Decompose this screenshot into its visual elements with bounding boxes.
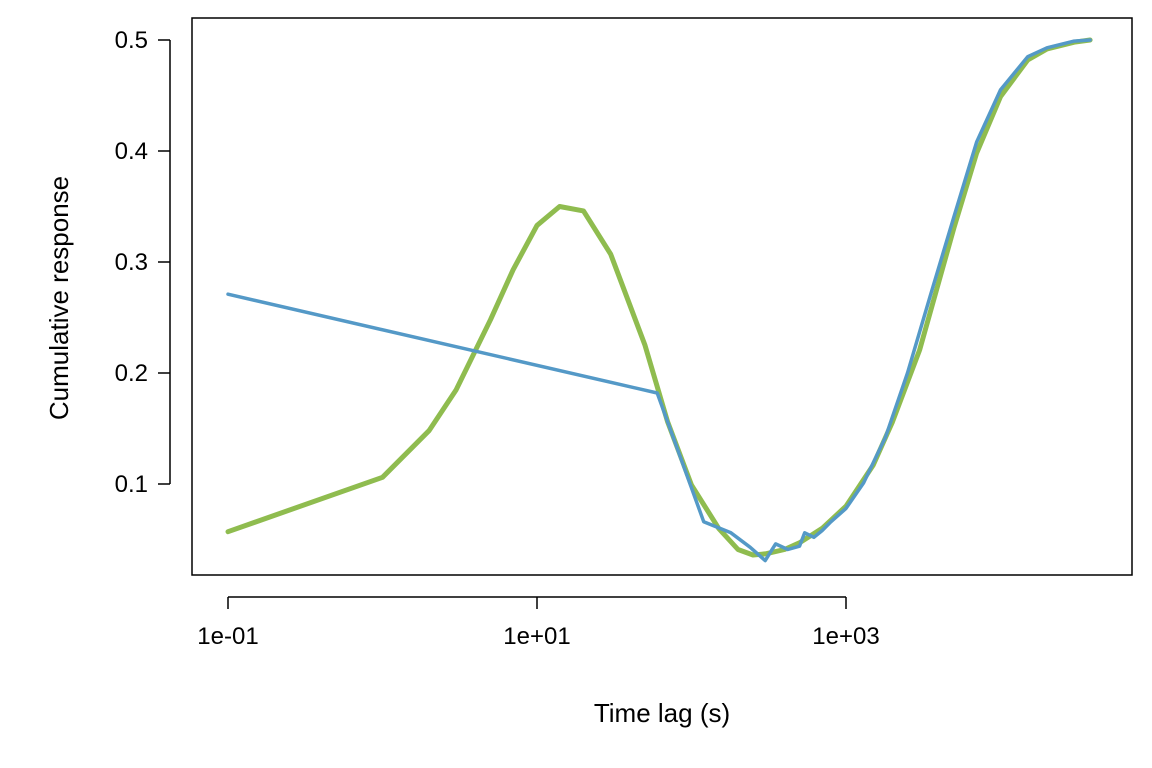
y-tick-label: 0.3: [115, 249, 148, 276]
x-tick-label: 1e-01: [197, 623, 258, 650]
plot-frame: [191, 17, 1133, 576]
y-tick-label: 0.2: [115, 360, 148, 387]
y-axis: 0.1 0.2 0.3 0.4 0.5: [115, 27, 171, 498]
y-axis-label: Cumulative response: [44, 176, 74, 420]
y-tick-label: 0.1: [115, 471, 148, 498]
x-tick-label: 1e+01: [503, 623, 570, 650]
series-layer: [225, 37, 1093, 563]
y-tick-label: 0.4: [115, 138, 148, 165]
x-axis-label: Time lag (s): [594, 698, 730, 728]
series-line-2: [225, 37, 1093, 558]
y-tick-label: 0.5: [115, 27, 148, 54]
series-line-1: [226, 38, 1092, 563]
x-tick-label: 1e+03: [812, 623, 879, 650]
x-axis: 1e-01 1e+01 1e+03: [197, 596, 880, 650]
